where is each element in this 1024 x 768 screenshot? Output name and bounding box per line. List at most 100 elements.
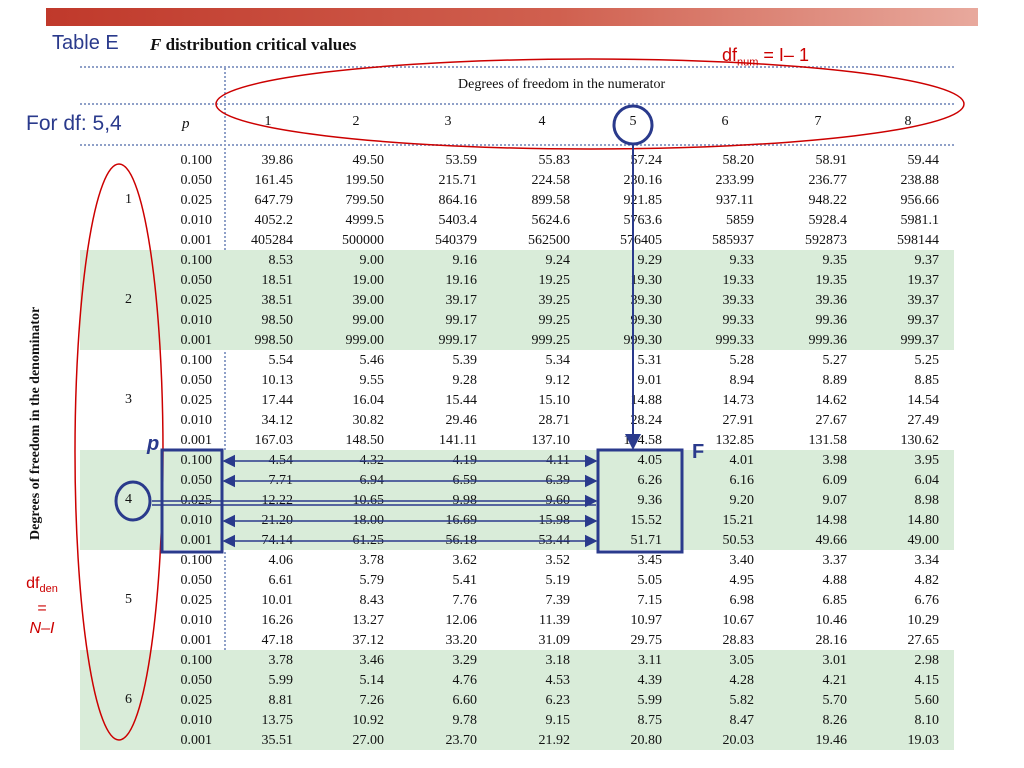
f-value-cell: 99.25 [538, 313, 571, 328]
header-rule [80, 144, 954, 146]
f-value-cell: 3.40 [729, 553, 755, 568]
f-value-cell: 14.54 [907, 393, 940, 408]
f-value-cell: 3.98 [822, 453, 848, 468]
p-value-cell: 0.050 [180, 373, 213, 388]
p-value-cell: 0.025 [180, 293, 213, 308]
f-value-cell: 15.10 [538, 393, 571, 408]
f-value-cell: 16.26 [261, 613, 294, 628]
p-value-cell: 0.100 [180, 653, 213, 668]
f-value-cell: 999.25 [531, 333, 571, 348]
f-value-cell: 5.99 [268, 673, 294, 688]
f-value-cell: 4052.2 [254, 213, 294, 228]
p-value-cell: 0.001 [180, 733, 213, 748]
df4-circle [114, 480, 152, 522]
f-value-cell: 19.25 [538, 273, 571, 288]
df-den-main: df [26, 575, 40, 592]
p-value-cell: 0.025 [180, 693, 213, 708]
f-value-cell: 7.76 [452, 593, 478, 608]
p-value-cell: 0.010 [180, 513, 213, 528]
f-value-cell: 30.82 [352, 413, 385, 428]
f-value-cell: 132.85 [715, 433, 755, 448]
f-value-cell: 7.26 [359, 693, 385, 708]
f-value-cell: 9.20 [729, 493, 755, 508]
p-marker: p [147, 433, 160, 455]
numerator-highlight-ellipse [215, 58, 965, 150]
p-value-cell: 0.050 [180, 473, 213, 488]
f-value-cell: 6.98 [729, 593, 755, 608]
f-value-cell: 5981.1 [900, 213, 940, 228]
f-value-cell: 9.78 [452, 713, 478, 728]
f-value-cell: 405284 [251, 233, 293, 248]
f-value-cell: 5.70 [822, 693, 848, 708]
f-value-cell: 53.59 [445, 153, 478, 168]
f-value-cell: 4.05 [637, 453, 663, 468]
f-value-cell: 999.00 [345, 333, 385, 348]
f-value-cell: 33.20 [445, 633, 478, 648]
f-value-cell: 4.82 [914, 573, 940, 588]
f-value-cell: 4.95 [729, 573, 755, 588]
f-value-cell: 27.00 [352, 733, 385, 748]
f-value-cell: 9.35 [822, 253, 848, 268]
column-header-8: 8 [904, 114, 912, 129]
f-value-cell: 8.47 [729, 713, 755, 728]
p-value-cell: 0.050 [180, 673, 213, 688]
f-value-cell: 3.05 [729, 653, 755, 668]
f-value-cell: 4.15 [914, 673, 940, 688]
title-italic-f: F [150, 35, 162, 54]
f-value-cell: 8.75 [637, 713, 663, 728]
p-column-rule [224, 68, 226, 750]
f-value-cell: 161.45 [254, 173, 294, 188]
f-value-cell: 51.71 [630, 533, 663, 548]
f-value-cell: 10.97 [630, 613, 663, 628]
f-value-cell: 4.53 [545, 673, 571, 688]
header-accent-bar [46, 8, 978, 26]
f-value-cell: 19.46 [815, 733, 848, 748]
f-value-cell: 238.88 [900, 173, 940, 188]
f-marker: F [692, 441, 705, 463]
f-value-cell: 131.58 [808, 433, 848, 448]
f-value-cell: 39.37 [907, 293, 940, 308]
f-value-cell: 4.06 [268, 553, 294, 568]
top-rule [80, 66, 954, 68]
numerator-header: Degrees of freedom in the numerator [458, 77, 666, 92]
p-value-cell: 0.010 [180, 613, 213, 628]
mid-rule [80, 103, 954, 105]
f-value-cell: 8.81 [268, 693, 294, 708]
f-value-cell: 5624.6 [531, 213, 571, 228]
f-value-cell: 10.29 [907, 613, 940, 628]
f-value-cell: 6.85 [822, 593, 848, 608]
f-value-cell: 5.46 [359, 353, 385, 368]
f-value-cell: 6.16 [729, 473, 755, 488]
f-value-cell: 8.10 [914, 713, 940, 728]
f-value-cell: 7.39 [545, 593, 571, 608]
f-value-cell: 47.18 [261, 633, 294, 648]
col5-circle [612, 104, 654, 146]
f-value-cell: 8.26 [822, 713, 848, 728]
column-header-4: 4 [538, 114, 546, 129]
f-value-cell: 10.46 [815, 613, 848, 628]
f-value-cell: 99.00 [352, 313, 385, 328]
f-value-cell: 9.55 [359, 373, 385, 388]
f-value-cell: 9.36 [637, 493, 663, 508]
f-value-cell: 5.60 [914, 693, 940, 708]
f-value-cell: 27.49 [907, 413, 940, 428]
f-value-cell: 592873 [805, 233, 847, 248]
f-value-cell: 19.03 [907, 733, 940, 748]
f-value-cell: 899.58 [531, 193, 571, 208]
f-value-cell: 27.65 [907, 633, 940, 648]
f-value-cell: 9.24 [545, 253, 571, 268]
f-value-cell: 4.88 [822, 573, 848, 588]
f-value-cell: 99.37 [907, 313, 940, 328]
f-value-cell: 3.34 [914, 553, 940, 568]
f-value-cell: 10.67 [722, 613, 755, 628]
f-value-cell: 2.98 [914, 653, 940, 668]
f-value-cell: 14.88 [630, 393, 663, 408]
f-value-cell: 799.50 [345, 193, 385, 208]
f-value-cell: 14.62 [815, 393, 848, 408]
f-value-cell: 9.28 [452, 373, 478, 388]
column-header-6: 6 [721, 114, 729, 129]
p-value-cell: 0.001 [180, 433, 213, 448]
f-value-cell: 3.52 [545, 553, 571, 568]
f-value-cell: 5.34 [545, 353, 571, 368]
f-value-cell: 10.13 [261, 373, 294, 388]
